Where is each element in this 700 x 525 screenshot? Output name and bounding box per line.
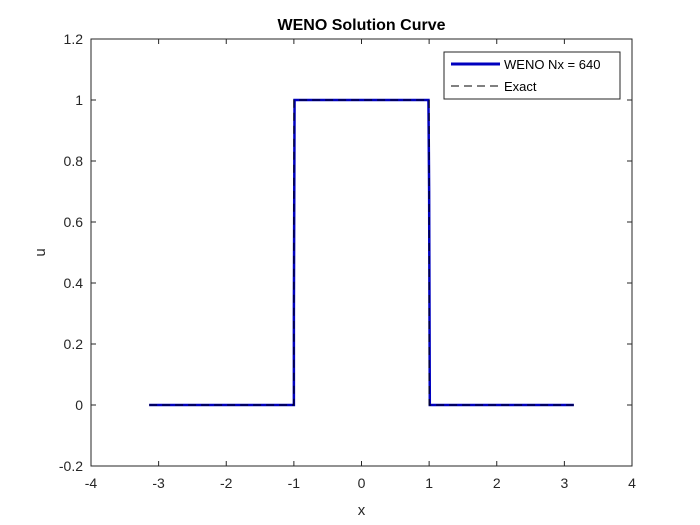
ticks [90, 38, 633, 467]
chart-title: WENO Solution Curve [278, 17, 446, 34]
series-line-exact [149, 99, 574, 406]
x-tick-label: 4 [628, 475, 636, 491]
y-tick-label: 0.6 [64, 214, 84, 230]
legend-label-weno: WENO Nx = 640 [504, 57, 600, 72]
y-axis-label: u [32, 248, 49, 256]
legend-box [443, 51, 621, 100]
plot-area [90, 38, 633, 467]
y-tick-label: 0 [75, 397, 83, 413]
legend-label-exact: Exact [504, 79, 537, 94]
x-axis-label: x [358, 502, 366, 519]
x-tick-label: 3 [560, 475, 568, 491]
x-tick-label: -3 [152, 475, 165, 491]
x-tick-label: -1 [288, 475, 301, 491]
tick-labels: -4 -3 -2 -1 0 1 2 3 4 -0.2 0 0.2 0.4 0.6 0.8 1 1.2 [59, 31, 636, 491]
legend: WENO Nx = 640 Exact [443, 51, 621, 100]
x-tick-label: 1 [425, 475, 433, 491]
y-tick-label: 0.2 [64, 336, 84, 352]
x-tick-label: -2 [220, 475, 233, 491]
y-tick-label: 0.8 [64, 153, 84, 169]
x-tick-label: 0 [358, 475, 366, 491]
series-layer [149, 98, 574, 407]
y-tick-label: 1 [75, 92, 83, 108]
y-tick-label: 0.4 [64, 275, 84, 291]
y-tick-label: 1.2 [64, 31, 84, 47]
y-tick-label: -0.2 [59, 458, 83, 474]
x-tick-label: 2 [493, 475, 501, 491]
x-tick-label: -4 [85, 475, 98, 491]
